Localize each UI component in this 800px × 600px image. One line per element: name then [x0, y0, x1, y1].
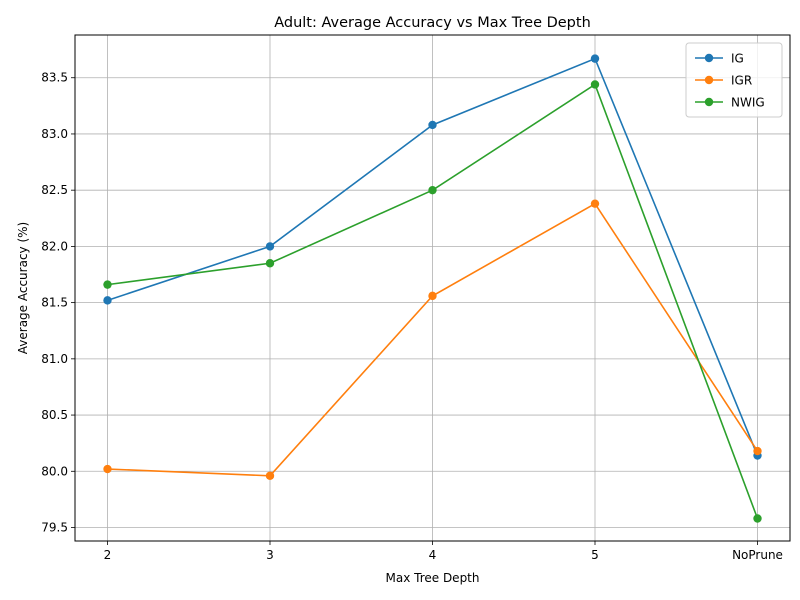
- data-point: [103, 464, 112, 474]
- x-tick-label: 5: [591, 548, 599, 562]
- data-point: [265, 471, 275, 480]
- series-group: [103, 54, 762, 523]
- y-axis: 79.5 80.0 80.5 81.0 81.5 82.0 82.5 83.0 83.5: [41, 71, 75, 535]
- y-tick-label: 81.0: [41, 352, 68, 366]
- data-point: [590, 54, 600, 63]
- y-tick-label: 82.5: [41, 183, 68, 197]
- x-tick-label: NoPrune: [732, 548, 783, 562]
- data-point: [428, 120, 437, 130]
- data-point: [428, 291, 437, 301]
- y-tick-label: 82.0: [41, 239, 68, 253]
- legend-label: NWIG: [731, 96, 765, 110]
- x-tick-label: 2: [104, 548, 112, 562]
- data-point: [590, 199, 600, 208]
- legend-swatch-marker: [704, 53, 714, 63]
- y-tick-label: 83.0: [41, 127, 68, 141]
- y-axis-title: Average Accuracy (%): [16, 222, 30, 354]
- legend-swatch-marker: [704, 97, 714, 107]
- y-tick-label: 83.5: [41, 71, 68, 85]
- series-nwig: [103, 80, 762, 523]
- data-point: [265, 242, 275, 251]
- y-tick-label: 81.5: [41, 296, 68, 310]
- x-axis: 2 3 4 5 NoPrune: [104, 541, 783, 562]
- legend-item-ig: IG: [695, 52, 744, 66]
- data-point: [590, 80, 600, 89]
- legend-item-nwig: NWIG: [695, 96, 765, 110]
- x-tick-label: 4: [429, 548, 437, 562]
- y-tick-label: 79.5: [41, 521, 68, 535]
- chart-title: Adult: Average Accuracy vs Max Tree Dept…: [274, 15, 591, 31]
- legend-label: IGR: [731, 74, 752, 88]
- data-point: [753, 446, 762, 456]
- data-point: [103, 280, 112, 289]
- legend-label: IG: [731, 52, 744, 66]
- x-tick-label: 3: [266, 548, 274, 562]
- y-tick-label: 80.5: [41, 408, 68, 422]
- data-point: [428, 185, 437, 195]
- data-point: [753, 514, 762, 523]
- grid: [75, 35, 790, 541]
- legend-swatch-marker: [704, 75, 714, 85]
- legend-item-igr: IGR: [695, 74, 752, 88]
- data-point: [265, 259, 275, 268]
- series-igr: [103, 199, 762, 480]
- data-point: [103, 296, 112, 305]
- y-tick-label: 80.0: [41, 464, 68, 478]
- legend: IG IGR NWIG: [685, 42, 783, 118]
- x-axis-title: Max Tree Depth: [386, 571, 480, 585]
